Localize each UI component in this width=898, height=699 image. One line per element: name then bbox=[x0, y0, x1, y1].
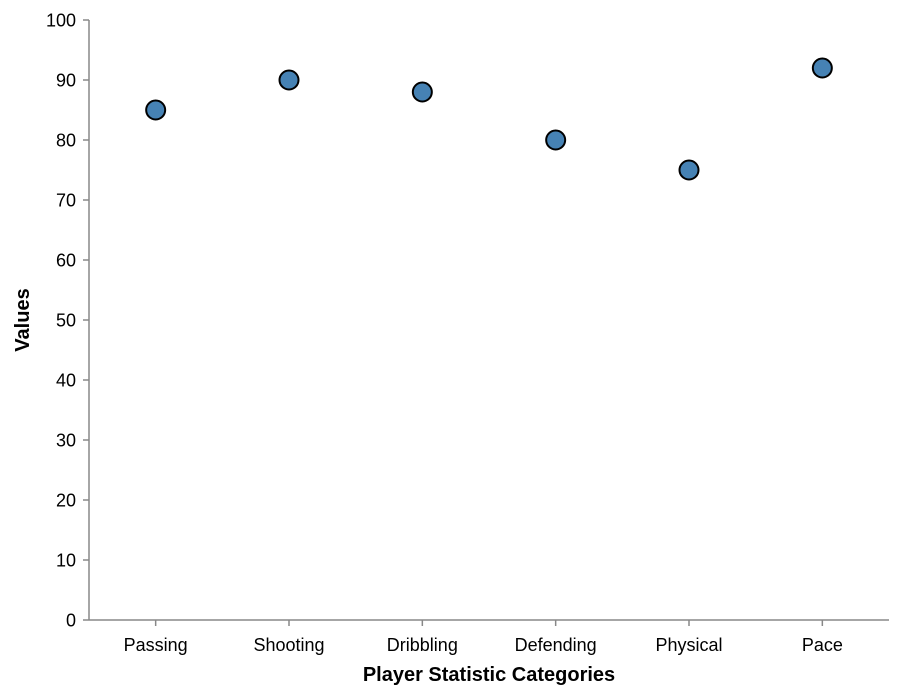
y-tick-label: 90 bbox=[56, 71, 76, 91]
data-point-defending bbox=[545, 129, 567, 151]
data-points bbox=[145, 57, 833, 181]
x-tick-label: Pace bbox=[802, 635, 843, 655]
y-tick-label: 70 bbox=[56, 191, 76, 211]
y-tick-label: 60 bbox=[56, 251, 76, 271]
y-tick-label: 30 bbox=[56, 431, 76, 451]
y-tick-label: 0 bbox=[66, 611, 76, 631]
data-point-physical bbox=[678, 159, 700, 181]
y-tick-label: 50 bbox=[56, 311, 76, 331]
y-tick-label: 40 bbox=[56, 371, 76, 391]
x-tick-label: Physical bbox=[655, 635, 722, 655]
y-tick-label: 100 bbox=[46, 11, 76, 31]
y-tick-label: 80 bbox=[56, 131, 76, 151]
x-axis: Passing Shooting Dribbling Defending Physica… bbox=[89, 619, 889, 655]
x-tick-label: Dribbling bbox=[387, 635, 458, 655]
x-axis-title: Player Statistic Categories bbox=[363, 664, 615, 686]
data-point-pace bbox=[811, 57, 833, 79]
data-point-passing bbox=[145, 99, 167, 121]
y-tick-label: 10 bbox=[56, 551, 76, 571]
x-tick-label: Passing bbox=[124, 635, 188, 655]
y-axis-title: Values bbox=[12, 288, 34, 351]
x-tick-label: Defending bbox=[515, 635, 597, 655]
y-tick-label: 20 bbox=[56, 491, 76, 511]
data-point-shooting bbox=[278, 69, 300, 91]
y-axis: 0 10 20 30 40 50 60 70 80 90 100 bbox=[46, 11, 90, 631]
x-tick-label: Shooting bbox=[253, 635, 324, 655]
data-point-dribbling bbox=[411, 81, 433, 103]
